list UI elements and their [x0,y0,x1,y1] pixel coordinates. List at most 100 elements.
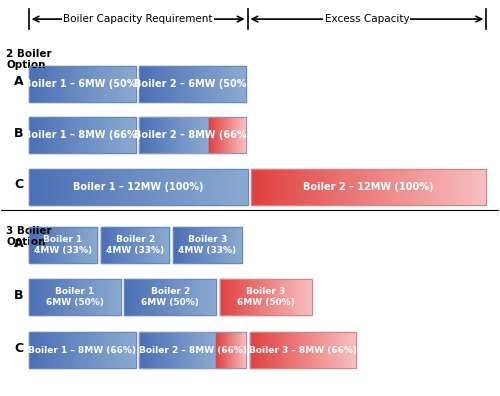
Bar [208,280,210,315]
Bar [75,117,76,153]
Bar [213,66,214,102]
Bar [235,280,236,315]
Bar [140,66,141,102]
Bar [128,280,129,315]
Bar [108,66,109,102]
Bar [35,333,36,368]
Bar [261,280,262,315]
Bar [65,169,67,205]
Bar [302,333,303,368]
Bar [75,227,76,263]
Bar [94,227,95,263]
Bar [122,117,123,153]
Bar [96,66,98,102]
Bar [62,66,64,102]
Bar [188,333,189,368]
Bar [327,333,328,368]
Bar [271,280,272,315]
Bar [38,333,40,368]
Bar [116,227,117,263]
Bar [84,227,85,263]
Bar [35,117,36,153]
Bar [56,227,57,263]
Bar [162,280,164,315]
Bar [157,280,158,315]
Bar [212,117,213,153]
Bar [264,280,265,315]
Bar [264,333,266,368]
Bar [28,280,120,315]
Bar [102,66,104,102]
Bar [88,117,90,153]
Bar [87,280,88,315]
Bar [86,333,88,368]
Bar [90,333,91,368]
Bar [235,169,236,205]
Bar [110,117,112,153]
Bar [154,333,155,368]
Bar [100,280,101,315]
Bar [292,169,294,205]
Bar [87,169,89,205]
Bar [203,227,204,263]
Bar [220,280,221,315]
Bar [99,333,100,368]
Bar [78,227,79,263]
Bar [191,280,192,315]
Bar [124,66,125,102]
Bar [228,227,229,263]
Bar [277,280,278,315]
Bar [221,66,222,102]
Bar [188,66,189,102]
Bar [125,227,126,263]
Bar [60,280,61,315]
Bar [164,227,165,263]
Bar [104,280,106,315]
Bar [470,169,472,205]
Bar [84,169,86,205]
Bar [114,227,115,263]
Bar [244,333,245,368]
Bar [48,280,50,315]
Bar [101,66,102,102]
Bar [420,169,422,205]
Bar [212,66,213,102]
Bar [108,117,109,153]
Bar [98,117,99,153]
Bar [102,117,104,153]
Bar [130,280,131,315]
Bar [50,66,51,102]
Bar [199,66,200,102]
Bar [205,117,206,153]
Bar [472,169,474,205]
Bar [45,333,46,368]
Bar [36,66,37,102]
Bar [94,66,96,102]
Bar [128,227,129,263]
Bar [108,333,109,368]
Bar [351,169,353,205]
Bar [36,117,37,153]
Bar [178,66,179,102]
Bar [152,280,154,315]
Bar [240,227,241,263]
Bar [162,169,164,205]
Bar [231,66,232,102]
Bar [144,66,146,102]
Bar [91,280,92,315]
Bar [243,333,244,368]
Bar [330,169,332,205]
Bar [134,333,136,368]
Bar [170,117,171,153]
Bar [157,227,158,263]
Bar [208,169,209,205]
Bar [63,280,64,315]
Bar [132,117,133,153]
Bar [255,280,256,315]
Bar [32,169,34,205]
Bar [158,333,159,368]
Bar [189,66,190,102]
Bar [50,117,51,153]
Bar [128,66,130,102]
Bar [239,117,240,153]
